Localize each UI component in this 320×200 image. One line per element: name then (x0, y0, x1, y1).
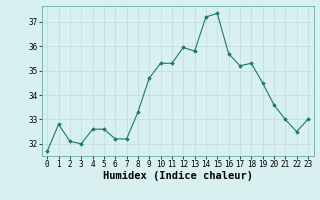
X-axis label: Humidex (Indice chaleur): Humidex (Indice chaleur) (103, 171, 252, 181)
